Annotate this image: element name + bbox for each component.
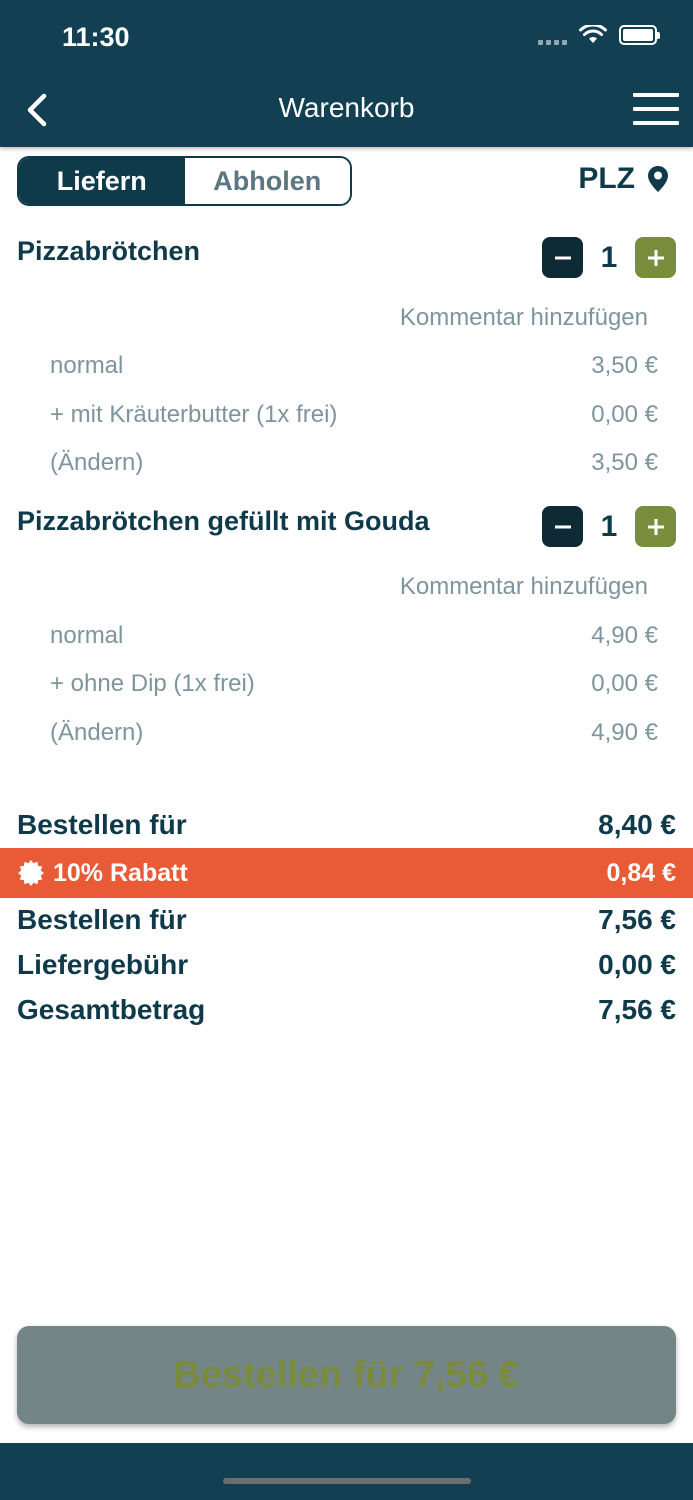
plus-icon bbox=[647, 249, 664, 266]
tab-pickup[interactable]: Abholen bbox=[184, 158, 350, 204]
add-comment-link[interactable]: Kommentar hinzufügen bbox=[399, 573, 648, 600]
plus-icon bbox=[647, 518, 664, 535]
chevron-left-icon bbox=[27, 93, 47, 127]
option-price: 3,50 € bbox=[591, 352, 658, 379]
option-label: normal bbox=[50, 622, 124, 649]
hamburger-icon-line bbox=[633, 121, 679, 125]
subtotal-row: Bestellen für 8,40 € bbox=[17, 809, 676, 841]
delivery-mode-toggle: Liefern Abholen bbox=[17, 156, 352, 206]
cart-item-name: Pizzabrötchen gefüllt mit Gouda bbox=[17, 506, 430, 536]
option-row: + ohne Dip (1x frei) 0,00 € bbox=[50, 670, 658, 698]
hamburger-icon-line bbox=[633, 107, 679, 111]
option-row[interactable]: (Ändern) 4,90 € bbox=[50, 719, 658, 747]
option-row[interactable]: (Ändern) 3,50 € bbox=[50, 449, 658, 477]
increase-quantity-button[interactable] bbox=[635, 506, 676, 547]
quantity-value: 1 bbox=[600, 509, 618, 543]
decrease-quantity-button[interactable] bbox=[542, 506, 583, 547]
total-value: 7,56 € bbox=[598, 994, 676, 1025]
discount-value: 0,84 € bbox=[606, 858, 676, 887]
location-pin-icon bbox=[648, 166, 668, 192]
postal-code-button[interactable]: PLZ bbox=[578, 162, 669, 196]
page-title: Warenkorb bbox=[278, 92, 415, 123]
option-price: 0,00 € bbox=[591, 670, 658, 697]
total-label: Gesamtbetrag bbox=[17, 994, 206, 1025]
option-row: + mit Kräuterbutter (1x frei) 0,00 € bbox=[50, 401, 658, 429]
option-label: normal bbox=[50, 352, 124, 379]
place-order-button[interactable]: Bestellen für 7,56 € bbox=[17, 1326, 676, 1424]
add-comment-link[interactable]: Kommentar hinzufügen bbox=[399, 304, 648, 331]
increase-quantity-button[interactable] bbox=[635, 237, 676, 278]
plz-label: PLZ bbox=[578, 162, 635, 195]
signal-icon bbox=[538, 25, 567, 45]
minus-icon bbox=[554, 525, 571, 528]
option-label: + ohne Dip (1x frei) bbox=[50, 670, 255, 697]
tab-deliver[interactable]: Liefern bbox=[19, 158, 185, 204]
status-icons bbox=[538, 25, 660, 45]
delivery-fee-label: Liefergebühr bbox=[17, 949, 189, 980]
discount-badge-icon bbox=[18, 860, 44, 886]
change-options-link[interactable]: (Ändern) bbox=[50, 449, 144, 476]
discounted-subtotal-label: Bestellen für bbox=[17, 904, 187, 935]
hamburger-icon-line bbox=[633, 93, 679, 97]
back-button[interactable] bbox=[22, 90, 54, 130]
discount-row: 10% Rabatt 0,84 € bbox=[0, 848, 693, 898]
discounted-subtotal-value: 7,56 € bbox=[598, 904, 676, 935]
change-options-link[interactable]: (Ändern) bbox=[50, 719, 144, 746]
discounted-subtotal-row: Bestellen für 7,56 € bbox=[17, 904, 676, 936]
menu-button[interactable] bbox=[633, 93, 679, 125]
quantity-stepper: 1 bbox=[542, 506, 676, 547]
option-price: 4,90 € bbox=[591, 622, 658, 649]
status-time: 11:30 bbox=[62, 22, 130, 52]
quantity-value: 1 bbox=[600, 240, 618, 274]
decrease-quantity-button[interactable] bbox=[542, 237, 583, 278]
option-price: 4,90 € bbox=[591, 719, 658, 746]
option-price: 0,00 € bbox=[591, 401, 658, 428]
option-price: 3,50 € bbox=[591, 449, 658, 476]
home-indicator[interactable] bbox=[223, 1478, 471, 1484]
quantity-stepper: 1 bbox=[542, 237, 676, 278]
option-row: normal 3,50 € bbox=[50, 352, 658, 380]
cart-item-name: Pizzabrötchen bbox=[17, 236, 201, 266]
subtotal-value: 8,40 € bbox=[598, 809, 676, 840]
battery-icon bbox=[619, 25, 660, 45]
delivery-fee-value: 0,00 € bbox=[598, 949, 676, 980]
app-header: 11:30 Warenkorb bbox=[0, 0, 693, 147]
bottom-bar bbox=[0, 1443, 693, 1500]
option-row: normal 4,90 € bbox=[50, 622, 658, 650]
delivery-fee-row: Liefergebühr 0,00 € bbox=[17, 949, 676, 981]
subtotal-label: Bestellen für bbox=[17, 809, 187, 840]
wifi-icon bbox=[579, 25, 607, 43]
discount-label: 10% Rabatt bbox=[53, 858, 188, 887]
option-label: + mit Kräuterbutter (1x frei) bbox=[50, 401, 338, 428]
minus-icon bbox=[554, 256, 571, 259]
total-row: Gesamtbetrag 7,56 € bbox=[17, 994, 676, 1026]
